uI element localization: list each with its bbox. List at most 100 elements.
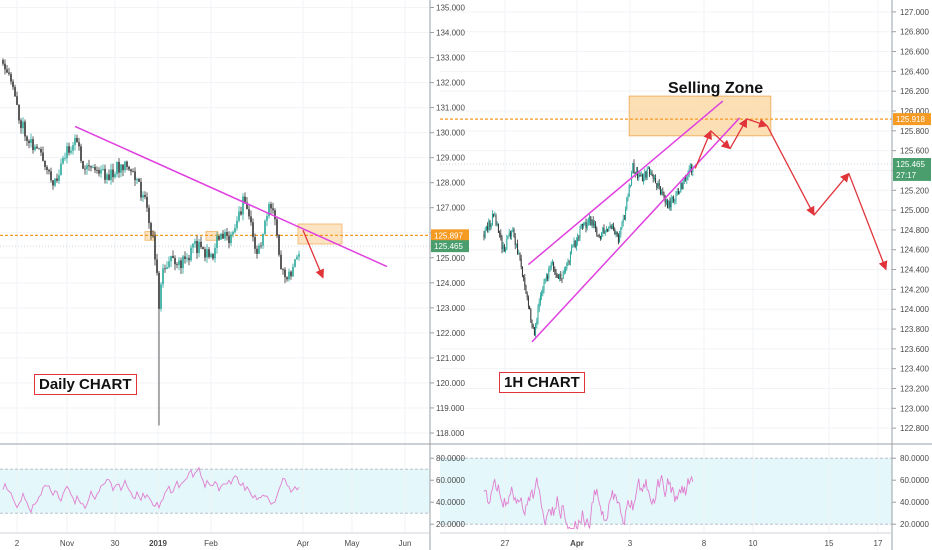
selling-zone-box: [628, 95, 772, 137]
hourly-candle: [610, 224, 612, 230]
hourly-candle-body: [553, 262, 555, 270]
daily-candle: [216, 232, 218, 254]
daily-candle-body: [60, 163, 62, 176]
hourly-candle: [573, 237, 575, 248]
hourly-candle-body: [625, 209, 627, 220]
hourly-candle: [692, 164, 694, 177]
hourly-candle: [484, 226, 486, 239]
daily-candle: [98, 167, 100, 177]
daily-candle-body: [294, 259, 296, 267]
daily-candle-body: [280, 254, 282, 270]
hourly-candle: [490, 222, 492, 230]
daily-candle-body: [154, 235, 156, 260]
hourly-candle: [583, 222, 585, 229]
daily-candle: [236, 216, 238, 231]
hourly-candle-body: [610, 225, 612, 230]
hourly-candle: [525, 284, 527, 295]
daily-candle-body: [128, 166, 130, 170]
daily-candle-body: [72, 145, 74, 151]
daily-candle-body: [30, 139, 32, 144]
daily-candle-body: [196, 241, 198, 253]
hourly-candle-body: [661, 191, 663, 195]
daily-candle: [220, 233, 222, 240]
hourly-ytick-label-14: 125.600: [900, 147, 929, 156]
hourly-candle: [656, 182, 658, 191]
hourly-candle: [628, 183, 630, 197]
daily-candle: [198, 238, 200, 258]
daily-candle-body: [268, 203, 270, 217]
hourly-candle-body: [651, 172, 653, 176]
hourly-candle-body: [596, 228, 598, 235]
hourly-candle-body: [640, 174, 642, 177]
hourly-candle-body: [566, 263, 568, 270]
hourly-candle-body: [621, 222, 623, 228]
hourly-candle: [620, 227, 622, 238]
hourly-candle-body: [502, 245, 504, 249]
hourly-ytick-label-1: 123.000: [900, 404, 929, 413]
daily-candle: [268, 201, 270, 219]
hourly-candle-body: [692, 167, 694, 173]
hourly-candle-body: [605, 229, 607, 232]
hourly-candle: [587, 217, 589, 226]
daily-candle-body: [176, 264, 178, 266]
daily-candle-body: [238, 211, 240, 221]
hourly-candle: [547, 273, 549, 282]
daily-candle: [264, 219, 266, 236]
hourly-xtick-label-0: 27: [501, 539, 510, 548]
hourly-candle-body: [571, 247, 573, 253]
hourly-candle-body: [521, 266, 523, 277]
daily-candle-body: [254, 237, 256, 249]
daily-ytick-label-9: 127.000: [436, 204, 465, 213]
hourly-candle: [511, 229, 513, 240]
daily-candle: [272, 202, 274, 214]
hourly-rsi-tick-label-0: 20.0000: [900, 520, 929, 529]
hourly-candle: [507, 235, 509, 240]
hourly-candle: [575, 237, 577, 251]
hourly-candle: [554, 266, 556, 275]
daily-candle-body: [240, 211, 242, 215]
daily-candle-body: [22, 121, 24, 129]
hourly-candle: [496, 221, 498, 227]
hourly-xtick-label-2: 3: [628, 539, 633, 548]
daily-candle: [86, 163, 88, 175]
hourly-candle-body: [537, 308, 539, 322]
daily-candle: [210, 252, 212, 259]
hourly-candle: [664, 194, 666, 207]
daily-candle: [122, 164, 124, 177]
hourly-candle: [597, 234, 599, 238]
daily-candle: [182, 255, 184, 274]
hourly-candle: [595, 220, 597, 233]
hourly-candle: [542, 286, 544, 297]
hourly-candle-body: [608, 226, 610, 231]
daily-candle: [130, 168, 132, 176]
hourly-xtick-label-5: 15: [825, 539, 834, 548]
daily-candle-body: [130, 169, 132, 172]
daily-candle: [44, 160, 46, 171]
daily-candle: [40, 146, 42, 156]
daily-candle: [24, 119, 26, 142]
hourly-candle: [651, 170, 653, 177]
hourly-candle: [561, 278, 563, 284]
daily-resistance-zone-2: [297, 223, 343, 245]
hourly-candle: [487, 222, 489, 233]
daily-candle-body: [194, 241, 196, 244]
daily-candle: [278, 233, 280, 257]
hourly-candle-body: [539, 295, 541, 303]
hourly-ytick-label-10: 124.800: [900, 226, 929, 235]
daily-candle: [258, 243, 260, 254]
daily-candle-body: [14, 87, 16, 97]
hourly-candle-body: [580, 223, 582, 229]
daily-rsi-tick-label-0: 20.0000: [436, 520, 465, 529]
hourly-candle-body: [637, 171, 639, 179]
daily-candle-body: [132, 171, 134, 173]
daily-candle-body: [58, 175, 60, 181]
hourly-candle-body: [598, 235, 600, 237]
daily-candle-body: [46, 166, 48, 170]
daily-candle-body: [136, 178, 138, 181]
hourly-candle-body: [643, 177, 645, 182]
hourly-candle: [686, 175, 688, 184]
daily-candle-body: [4, 63, 6, 70]
daily-price-tag-bg-1: [431, 240, 469, 253]
daily-candle: [56, 173, 58, 183]
hourly-candle-body: [531, 320, 533, 326]
